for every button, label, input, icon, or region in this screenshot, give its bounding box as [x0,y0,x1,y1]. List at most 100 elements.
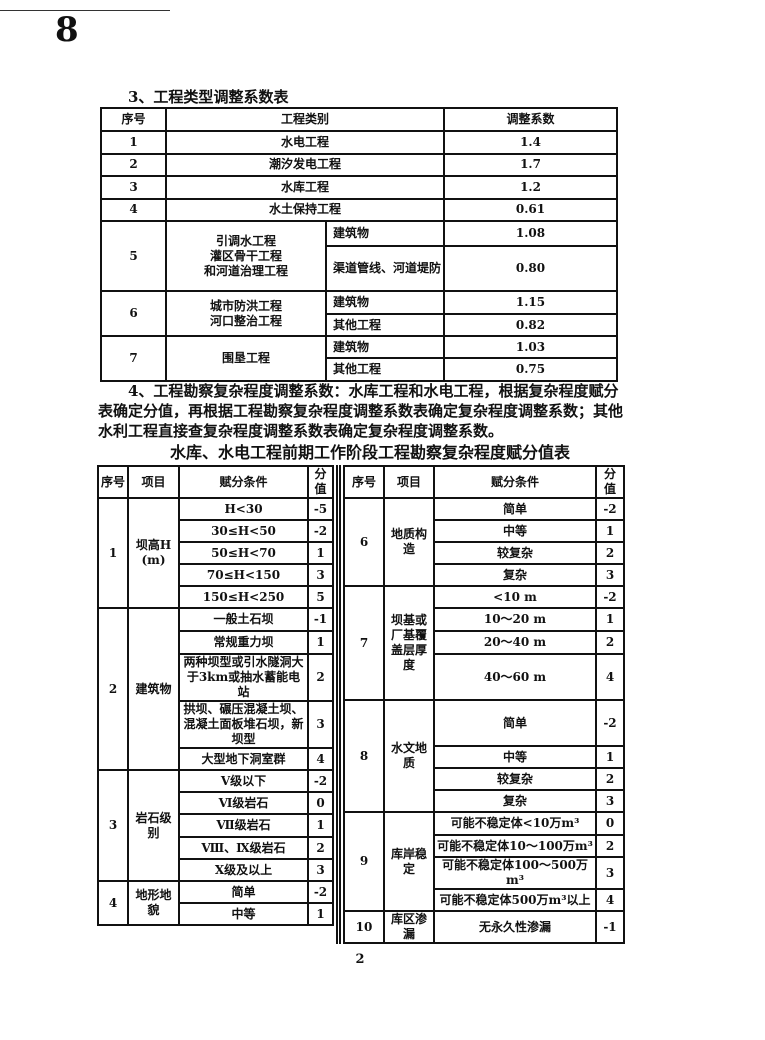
table-row: 1 水电工程 1.4 [100,130,619,155]
header-no: 序号 [97,465,129,499]
coefficient: 1.08 [443,220,619,247]
table-row: 中等 1 [344,745,625,769]
item-no: 9 [343,811,385,912]
score-value: 2 [595,541,625,565]
score-value: -2 [595,699,625,747]
score-value: 5 [307,585,334,609]
table-row: 大型地下洞室群 4 [98,747,334,771]
score-value: 2 [595,834,625,858]
coefficient: 0.80 [443,245,619,292]
scoring-condition: Ⅴ级以下 [178,769,309,793]
table-row: 序号 项目 赋分条件 分值 [97,465,334,499]
coefficient: 0.75 [443,357,619,382]
sub-type: 其他工程 [324,313,446,337]
score-value: 0 [595,811,625,836]
table-row: Ⅵ级岩石 0 [98,791,334,815]
item-no: 7 [343,585,385,701]
score-value: 1 [307,630,334,655]
scoring-table: 序号 项目 赋分条件 分值 1 坝高H (m) H<30 -5 30≤H<50 -2 50≤H<70… [97,465,625,944]
table-row: 6 地质构造 简单 -2 [343,497,625,587]
table-row: 两种坝型或引水隧洞大于3km或抽水蓄能电站 2 [98,653,334,702]
scoring-condition: 可能不稳定体100～500万m³ [433,856,597,890]
row-no: 2 [100,152,167,177]
scoring-condition: 150≤H<250 [178,585,309,609]
scoring-condition: 中等 [433,519,597,543]
scoring-condition: 可能不稳定体<10万m³ [433,811,597,836]
scoring-condition: Ⅵ级岩石 [178,791,309,815]
score-value: -2 [307,880,334,904]
table-row: 10 库区渗漏 无永久性渗漏 -1 [343,910,625,944]
table-row: 7 坝基或厂基覆盖层厚度 <10 m -2 [343,585,625,701]
item-no: 4 [97,880,129,926]
project-type: 围垦工程 [165,335,327,382]
project-type: 城市防洪工程 河口整治工程 [165,290,327,337]
row-no: 7 [100,335,167,382]
scoring-table-title: 水库、水电工程前期工作阶段工程勘察复杂程度赋分值表 [170,443,571,462]
scoring-condition: 40～60 m [433,653,597,701]
scoring-condition: 较复杂 [433,767,597,791]
item-name: 库区渗漏 [383,910,435,944]
table-row: 6 城市防洪工程 河口整治工程 建筑物 1.15 [100,290,619,337]
table-row: 中等 1 [344,519,625,543]
scoring-condition: 中等 [433,745,597,769]
scoring-condition: 复杂 [433,789,597,813]
coefficient: 1.7 [443,152,619,177]
score-value: 0 [307,791,334,815]
item-name: 地质构造 [383,497,435,587]
row-no: 5 [100,220,167,292]
score-value: -5 [307,497,334,521]
table-row: 拱坝、碾压混凝土坝、混凝土面板堆石坝，新坝型 3 [98,700,334,749]
table-row: 序号 工程类别 调整系数 [100,107,619,132]
header-no: 序号 [343,465,385,499]
table-row: 复杂 3 [344,563,625,587]
row-no: 3 [100,175,167,200]
table-row: 9 库岸稳定 可能不稳定体<10万m³ 0 [343,811,625,912]
score-value: 3 [307,700,334,749]
scoring-condition: Ⅷ、Ⅸ级岩石 [178,836,309,860]
header-no: 序号 [100,107,167,132]
scoring-condition: 70≤H<150 [178,563,309,587]
table-divider [336,465,341,944]
table-row: 较复杂 2 [344,767,625,791]
table-row: 可能不稳定体10～100万m³ 2 [344,834,625,858]
item-no: 1 [97,497,129,609]
project-type: 引调水工程 灌区骨干工程 和河道治理工程 [165,220,327,292]
scoring-condition: Ⅶ级岩石 [178,813,309,838]
scoring-table-right: 序号 项目 赋分条件 分值 6 地质构造 简单 -2 中等 1 较复杂 2 复杂 3 7 坝基或厂基覆盖层厚度… [343,465,625,944]
table-row: 70≤H<150 3 [98,563,334,587]
score-value: 1 [595,745,625,769]
header-cond: 赋分条件 [433,465,597,499]
table-row: 1 坝高H (m) H<30 -5 [97,497,334,609]
scoring-condition: 一般土石坝 [178,607,309,632]
item-no: 10 [343,910,385,944]
item-no: 3 [97,769,129,882]
scoring-condition: 两种坝型或引水隧洞大于3km或抽水蓄能电站 [178,653,309,702]
table-row: 30≤H<50 -2 [98,519,334,543]
table-row: 复杂 3 [344,789,625,813]
score-value: 3 [595,856,625,890]
score-value: 1 [307,813,334,838]
score-value: 1 [595,519,625,543]
item-name: 岩石级别 [127,769,180,882]
sub-type: 渠道管线、河道堤防 [324,245,446,292]
sub-type: 建筑物 [324,220,446,247]
item-no: 2 [97,607,129,771]
item-name: 坝基或厂基覆盖层厚度 [383,585,435,701]
sub-type: 其他工程 [324,357,446,382]
section4: 4、工程勘察复杂程度调整系数：水库工程和水电工程，根据复杂程度赋分表确定分值，再… [95,381,625,968]
score-value: 3 [595,563,625,587]
table-row: 2 潮汐发电工程 1.7 [100,152,619,177]
scoring-condition: 复杂 [433,563,597,587]
scoring-condition: 可能不稳定体500万m³以上 [433,888,597,912]
header-score: 分值 [307,465,334,499]
sub-type: 建筑物 [324,335,446,359]
table-row: 中等 1 [98,902,334,926]
scoring-condition: 简单 [178,880,309,904]
score-value: 4 [307,747,334,771]
coefficient: 0.82 [443,313,619,337]
scoring-condition: H<30 [178,497,309,521]
section4-paragraph: 4、工程勘察复杂程度调整系数：水库工程和水电工程，根据复杂程度赋分表确定分值，再… [98,382,624,440]
table-row: 序号 项目 赋分条件 分值 [343,465,625,499]
table-row: 50≤H<70 1 [98,541,334,565]
